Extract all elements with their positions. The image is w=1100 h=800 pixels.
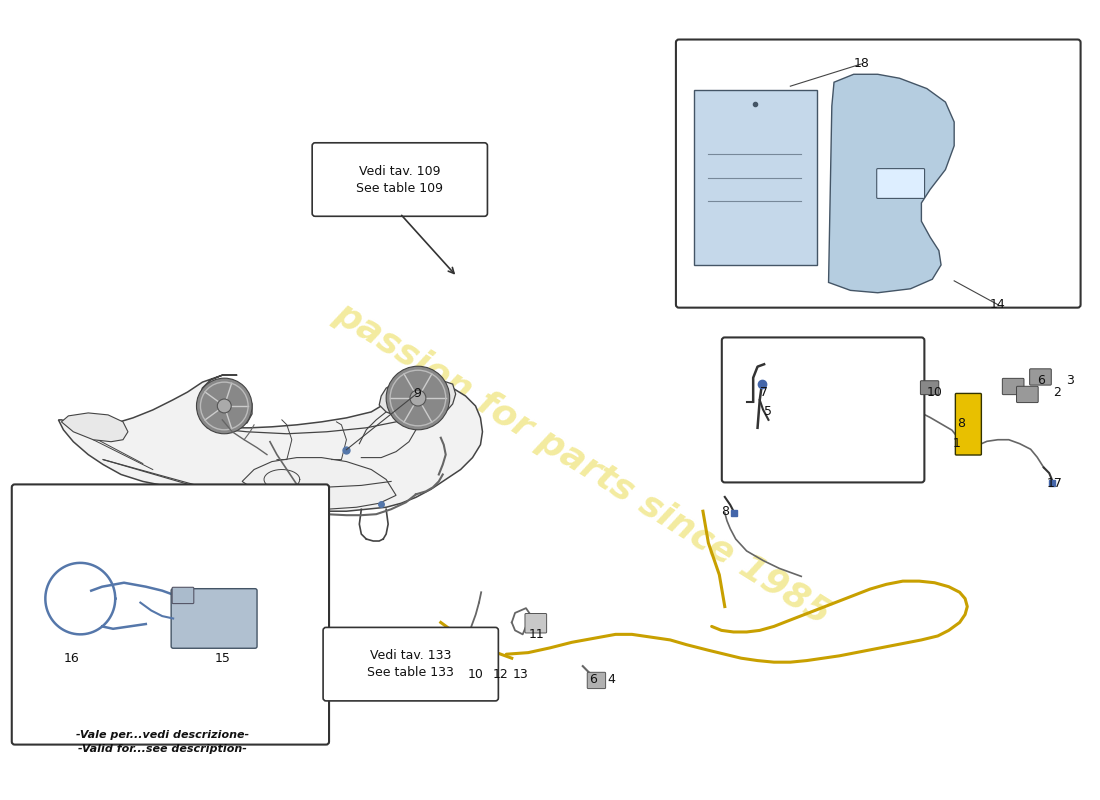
Text: 17: 17 (1047, 477, 1063, 490)
Text: 2: 2 (1053, 386, 1060, 398)
FancyBboxPatch shape (587, 672, 606, 689)
FancyBboxPatch shape (323, 627, 498, 701)
FancyBboxPatch shape (465, 658, 480, 675)
Text: 12: 12 (493, 667, 508, 681)
Text: 16: 16 (64, 652, 79, 665)
Text: 3: 3 (1066, 374, 1074, 386)
Text: Vedi tav. 109
See table 109: Vedi tav. 109 See table 109 (356, 165, 443, 194)
Text: 6: 6 (588, 673, 596, 686)
Polygon shape (58, 375, 483, 511)
Text: 11: 11 (529, 628, 544, 641)
Circle shape (197, 378, 252, 434)
Circle shape (410, 390, 426, 406)
Polygon shape (379, 380, 455, 418)
Circle shape (386, 366, 450, 430)
Text: 18: 18 (854, 58, 869, 70)
FancyBboxPatch shape (956, 394, 981, 455)
Text: 14: 14 (990, 298, 1005, 311)
FancyBboxPatch shape (172, 587, 194, 603)
FancyBboxPatch shape (694, 90, 816, 265)
Text: 5: 5 (764, 406, 772, 418)
Text: 4: 4 (607, 673, 615, 686)
Text: 13: 13 (513, 667, 528, 681)
Text: 10: 10 (926, 386, 943, 398)
Text: 1: 1 (953, 437, 960, 450)
Text: 8: 8 (720, 505, 729, 518)
FancyBboxPatch shape (312, 142, 487, 216)
FancyBboxPatch shape (675, 39, 1080, 308)
Circle shape (218, 399, 231, 413)
FancyBboxPatch shape (1016, 386, 1038, 402)
Text: 6: 6 (1037, 374, 1045, 386)
FancyBboxPatch shape (1002, 378, 1024, 394)
FancyBboxPatch shape (12, 485, 329, 745)
Text: 15: 15 (214, 652, 230, 665)
FancyBboxPatch shape (1030, 369, 1052, 385)
Polygon shape (198, 385, 252, 427)
Polygon shape (62, 413, 128, 442)
Polygon shape (242, 458, 396, 510)
FancyBboxPatch shape (722, 338, 924, 482)
Text: passion for parts since 1985: passion for parts since 1985 (329, 296, 837, 631)
FancyBboxPatch shape (172, 589, 257, 648)
FancyBboxPatch shape (525, 614, 547, 633)
Text: -Vale per...vedi descrizione-
-Valid for...see description-: -Vale per...vedi descrizione- -Valid for… (76, 730, 249, 754)
Text: 10: 10 (468, 667, 484, 681)
Polygon shape (828, 74, 954, 293)
FancyBboxPatch shape (921, 381, 938, 394)
Text: 8: 8 (957, 418, 965, 430)
Text: 9: 9 (412, 387, 420, 400)
FancyBboxPatch shape (877, 169, 925, 198)
Text: Vedi tav. 133
See table 133: Vedi tav. 133 See table 133 (367, 649, 454, 679)
Text: 7: 7 (760, 386, 768, 398)
